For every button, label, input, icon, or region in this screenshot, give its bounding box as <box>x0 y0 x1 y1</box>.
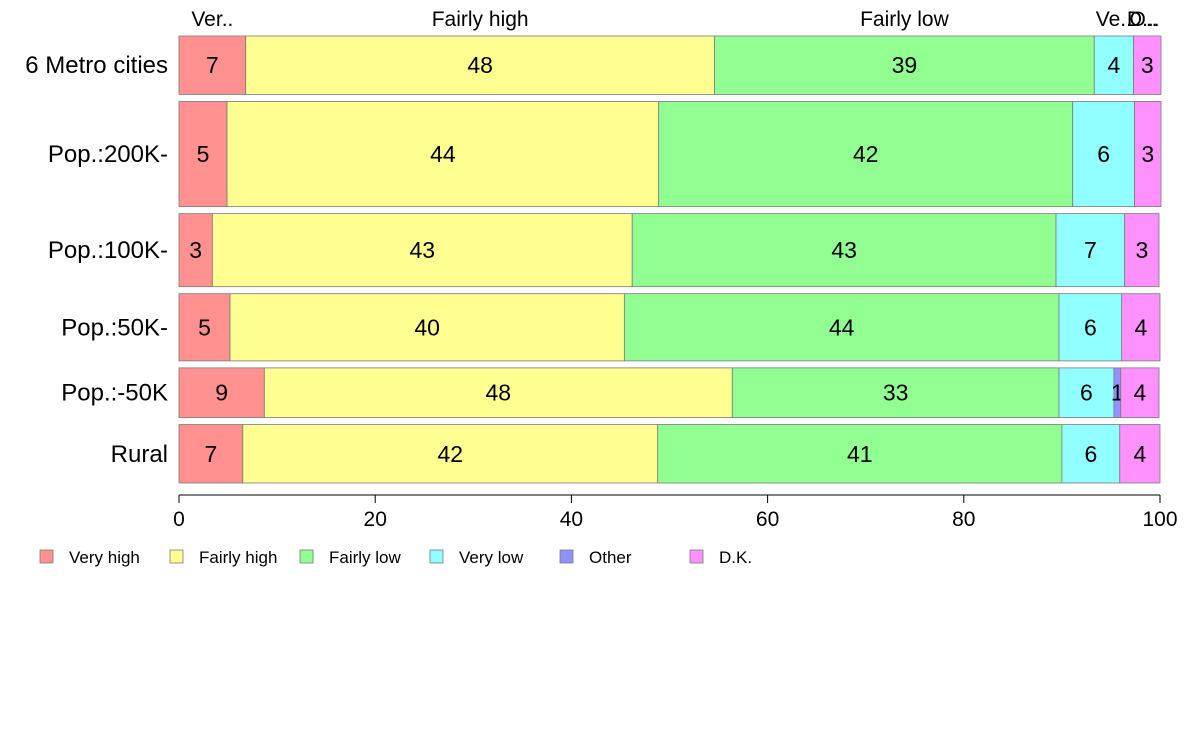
data-label: 40 <box>414 314 440 340</box>
bar-segment <box>178 293 231 362</box>
data-label: 3 <box>1141 52 1154 78</box>
category-labels-layer: 6 Metro cities Pop.:200K- Pop.:100K- Pop.:5… <box>25 52 168 468</box>
data-label: 48 <box>467 52 493 78</box>
data-label: 7 <box>204 441 217 467</box>
bar-segment <box>229 293 625 362</box>
data-label: 7 <box>1084 237 1097 263</box>
x-axis: 0 20 40 60 80 100 <box>173 494 1178 531</box>
x-tick-label: 20 <box>364 508 387 531</box>
bar-segment <box>1119 424 1161 484</box>
legend-swatch <box>689 549 704 564</box>
series-top-label: D... <box>1127 8 1160 31</box>
data-label: 3 <box>1135 237 1148 263</box>
category-label: Pop.:200K- <box>48 141 168 168</box>
bar-segment <box>1072 101 1135 208</box>
bar-segment <box>1061 424 1121 484</box>
bar-segment <box>1133 35 1162 95</box>
data-label: 39 <box>892 52 918 78</box>
data-label: 44 <box>829 314 855 340</box>
bar-segment <box>226 101 660 208</box>
data-label: 4 <box>1133 380 1146 406</box>
data-label: 7 <box>206 52 219 78</box>
legend-label: Other <box>589 548 632 567</box>
data-label: 43 <box>831 237 857 263</box>
series-top-label: Ve.. <box>1096 8 1132 31</box>
bar-segment <box>731 367 1060 418</box>
legend-label: Fairly low <box>329 548 402 567</box>
bar-segment <box>714 35 1095 95</box>
data-label: 42 <box>853 141 879 167</box>
bar-segment <box>623 293 1060 362</box>
data-label: 6 <box>1084 314 1097 340</box>
bar-segment <box>631 213 1057 288</box>
data-label: 3 <box>1141 141 1154 167</box>
x-tick-label: 0 <box>173 508 185 531</box>
category-label: 6 Metro cities <box>25 52 168 79</box>
series-top-label: Fairly low <box>860 8 950 31</box>
x-tick-label: 40 <box>560 508 583 531</box>
legend-label: Very low <box>459 548 524 567</box>
x-tick-label: 60 <box>756 508 779 531</box>
bar-segment <box>657 424 1063 484</box>
data-label: 6 <box>1097 141 1110 167</box>
legend-label: D.K. <box>719 548 752 567</box>
bar-segment <box>263 367 733 418</box>
bars-layer: 7 48 39 4 35 44 42 6 33 43 43 7 35 40 44 6 49 48 33 6 1 47 42 4… <box>178 35 1162 484</box>
legend-swatch <box>169 549 184 564</box>
category-label: Pop.:100K- <box>48 237 168 264</box>
legend: Very high Fairly high Fairly low Very low Ot… <box>39 548 752 567</box>
legend-label: Very high <box>69 548 140 567</box>
legend-label: Fairly high <box>199 548 277 567</box>
bar-segment <box>211 213 633 288</box>
data-label: 5 <box>198 314 211 340</box>
data-label: 6 <box>1084 441 1097 467</box>
category-label: Pop.:50K- <box>61 314 168 341</box>
bar-segment <box>1134 101 1162 208</box>
data-label: 48 <box>486 380 512 406</box>
bar-segment <box>245 35 716 95</box>
legend-swatch <box>39 549 54 564</box>
data-label: 3 <box>189 237 202 263</box>
bar-segment <box>178 35 247 95</box>
bar-segment <box>178 367 265 418</box>
top-labels-layer: Ver.. Fairly high Fairly low Ve..O..D... <box>191 8 1159 31</box>
category-label: Rural <box>111 441 168 468</box>
category-label: Pop.:-50K <box>61 380 168 407</box>
data-label: 4 <box>1133 441 1146 467</box>
legend-swatch <box>299 549 314 564</box>
series-top-label: Fairly high <box>432 8 529 31</box>
legend-swatch <box>429 549 444 564</box>
data-label: 9 <box>215 380 228 406</box>
data-label: 41 <box>847 441 873 467</box>
bar-segment <box>1055 213 1126 288</box>
data-label: 44 <box>430 141 456 167</box>
bar-segment <box>178 101 228 208</box>
data-label: 4 <box>1107 52 1120 78</box>
data-label: 42 <box>437 441 463 467</box>
data-label: 4 <box>1134 314 1147 340</box>
data-label: 6 <box>1080 380 1093 406</box>
data-label: 33 <box>883 380 909 406</box>
x-tick-label: 100 <box>1142 508 1177 531</box>
bar-segment <box>1121 293 1161 362</box>
bar-segment <box>658 101 1074 208</box>
series-top-label: O.. <box>1130 8 1158 31</box>
data-label: 43 <box>409 237 435 263</box>
legend-swatch <box>559 549 574 564</box>
bar-segment <box>1058 293 1123 362</box>
bar-segment <box>178 424 244 484</box>
bar-segment <box>1120 367 1160 418</box>
series-top-label: Ver.. <box>191 8 233 31</box>
data-label: 5 <box>197 141 210 167</box>
bar-segment <box>1124 213 1160 288</box>
x-tick-label: 80 <box>952 508 975 531</box>
